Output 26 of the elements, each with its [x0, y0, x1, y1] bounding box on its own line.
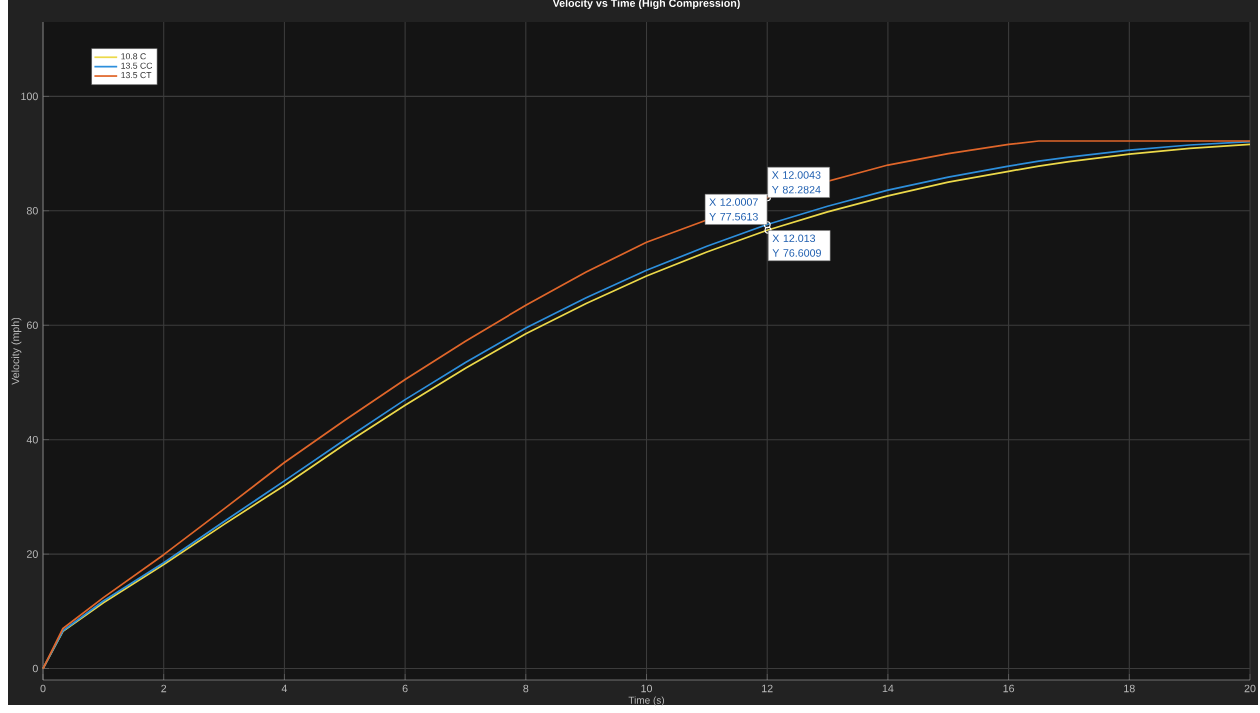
x-tick-label: 8: [523, 684, 529, 693]
x-tick-label: 4: [281, 684, 288, 693]
y-axis-title: Velocity (mph): [11, 317, 22, 385]
x-tick-label: 20: [1244, 684, 1256, 693]
y-tick-label: 20: [26, 550, 38, 558]
x-axis-title: Time (s): [628, 696, 665, 706]
x-tick-label: 16: [1003, 684, 1015, 693]
x-tick-label: 18: [1124, 684, 1135, 693]
x-tick-label: 2: [161, 684, 167, 693]
legend-label: 10.8 C: [121, 53, 146, 60]
legend-label: 13.5 CT: [121, 72, 152, 79]
x-tick-label: 6: [402, 684, 408, 693]
y-tick-label: 80: [26, 207, 38, 215]
y-tick-label: 100: [21, 92, 38, 101]
chart-title: Velocity vs Time (High Compression): [552, 0, 740, 10]
x-tick-label: 14: [882, 684, 894, 693]
y-tick-label: 40: [26, 435, 38, 444]
annotation: X 12.013 Y 76.6009: [772, 234, 821, 257]
annotation: X 12.0043 Y 82.2824: [771, 171, 821, 194]
annotation: X 12.0007 Y 77.5613: [709, 198, 758, 221]
x-tick-label: 12: [762, 684, 773, 693]
x-tick-label: 10: [641, 684, 653, 693]
y-tick-label: 60: [26, 321, 38, 330]
x-tick-label: 0: [40, 684, 46, 693]
y-tick-label: 0: [32, 664, 38, 673]
legend-label: 13.5 CC: [121, 62, 153, 69]
